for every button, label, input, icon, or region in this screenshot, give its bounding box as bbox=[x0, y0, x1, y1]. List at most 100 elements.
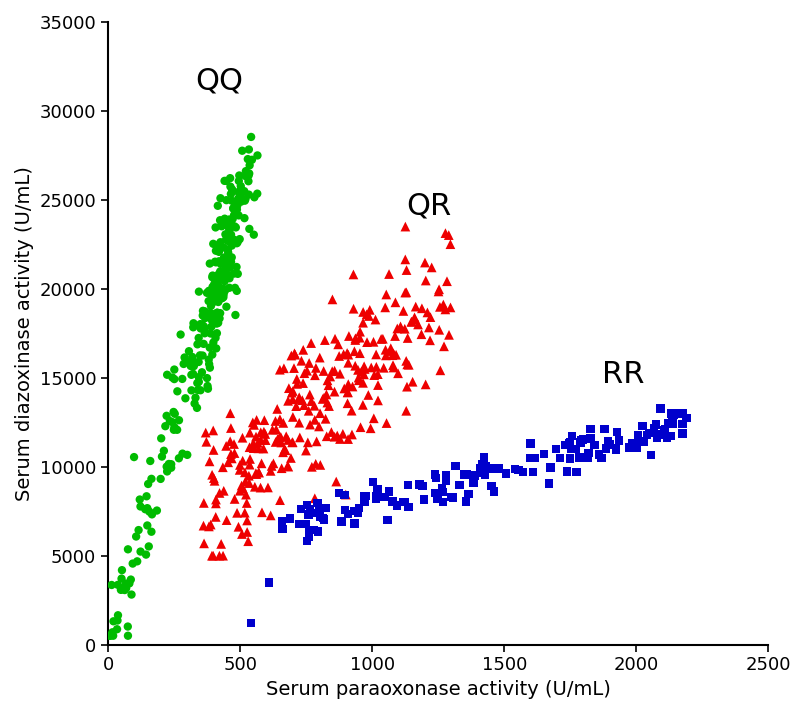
Point bbox=[225, 256, 238, 268]
Point bbox=[143, 456, 156, 467]
Point bbox=[276, 516, 289, 528]
Point bbox=[160, 369, 173, 381]
Point bbox=[241, 526, 254, 538]
Point bbox=[120, 583, 133, 594]
Point bbox=[418, 494, 430, 506]
Point bbox=[652, 428, 665, 440]
Point bbox=[224, 436, 237, 447]
Point bbox=[236, 432, 249, 443]
Point bbox=[214, 193, 227, 204]
Point bbox=[247, 417, 260, 428]
Point bbox=[211, 307, 224, 318]
Point bbox=[302, 527, 315, 538]
Point bbox=[563, 453, 576, 464]
Point bbox=[222, 236, 235, 247]
Point bbox=[193, 376, 206, 388]
Point bbox=[201, 287, 214, 298]
Point bbox=[197, 338, 210, 350]
Point bbox=[226, 203, 239, 214]
Point bbox=[326, 293, 339, 305]
Point bbox=[239, 195, 251, 206]
Point bbox=[349, 360, 362, 371]
Point bbox=[213, 487, 226, 498]
Point bbox=[231, 236, 244, 248]
Point bbox=[216, 269, 229, 281]
Point bbox=[191, 338, 204, 350]
Point bbox=[226, 240, 239, 251]
Point bbox=[573, 452, 586, 463]
Point bbox=[154, 473, 167, 485]
Point bbox=[356, 317, 369, 328]
Point bbox=[160, 461, 173, 473]
Point bbox=[630, 442, 643, 453]
Point bbox=[304, 419, 317, 431]
Point bbox=[224, 408, 237, 419]
Point bbox=[437, 299, 450, 311]
Point bbox=[198, 323, 211, 335]
Point bbox=[243, 223, 256, 235]
Point bbox=[215, 218, 228, 230]
Point bbox=[199, 427, 212, 438]
Point bbox=[301, 437, 314, 448]
Point bbox=[584, 423, 597, 435]
Point bbox=[247, 419, 260, 431]
Point bbox=[194, 385, 207, 396]
Point bbox=[225, 448, 238, 460]
Point bbox=[208, 475, 221, 486]
Point bbox=[172, 415, 185, 426]
Point bbox=[381, 514, 394, 526]
Point bbox=[219, 228, 232, 240]
Point bbox=[220, 301, 233, 313]
Point bbox=[254, 482, 267, 493]
Point bbox=[218, 266, 231, 277]
Point bbox=[631, 438, 644, 450]
Point bbox=[202, 309, 214, 321]
Point bbox=[631, 430, 644, 441]
Point bbox=[257, 426, 270, 438]
Point bbox=[194, 323, 207, 334]
Point bbox=[179, 393, 192, 404]
Point bbox=[272, 433, 285, 444]
Point bbox=[389, 296, 402, 308]
Point bbox=[197, 310, 210, 321]
Point bbox=[232, 186, 245, 198]
Point bbox=[210, 343, 222, 354]
Point bbox=[212, 243, 225, 255]
Point bbox=[275, 437, 288, 448]
Point bbox=[214, 308, 226, 319]
Point bbox=[294, 503, 307, 515]
Point bbox=[251, 150, 264, 161]
Point bbox=[300, 518, 313, 530]
Point bbox=[413, 479, 426, 491]
Point bbox=[243, 441, 256, 453]
Point bbox=[255, 426, 268, 438]
Point bbox=[202, 381, 214, 392]
Point bbox=[207, 473, 220, 484]
Point bbox=[214, 266, 226, 277]
Point bbox=[362, 389, 375, 401]
Point bbox=[439, 475, 452, 486]
Point bbox=[406, 376, 419, 388]
Point bbox=[398, 323, 411, 334]
Point bbox=[210, 292, 222, 303]
Point bbox=[273, 495, 286, 506]
Point bbox=[213, 246, 226, 258]
Point bbox=[370, 491, 383, 502]
Point bbox=[209, 222, 222, 233]
Point bbox=[433, 283, 446, 295]
Point bbox=[212, 293, 225, 304]
Point bbox=[111, 579, 124, 590]
Point bbox=[277, 363, 290, 374]
Point bbox=[399, 253, 412, 265]
Point bbox=[322, 380, 335, 391]
Point bbox=[328, 365, 341, 376]
Point bbox=[202, 358, 215, 370]
Point bbox=[574, 437, 587, 448]
Point bbox=[401, 480, 414, 491]
Point bbox=[370, 348, 383, 360]
Point bbox=[258, 414, 271, 426]
Point bbox=[439, 303, 452, 315]
Point bbox=[131, 555, 143, 567]
Point bbox=[372, 395, 384, 406]
Point bbox=[643, 428, 656, 439]
